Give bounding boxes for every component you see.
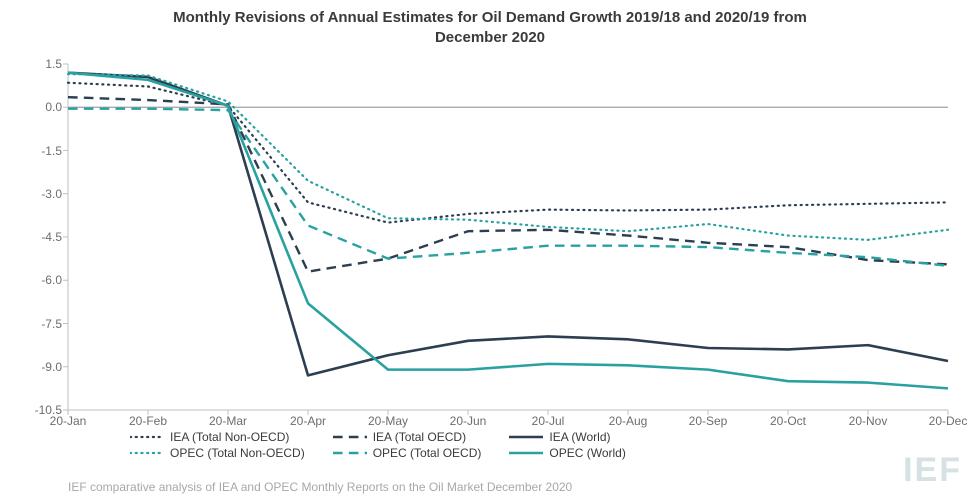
y-tick-label: 1.5 <box>45 57 68 71</box>
legend-label: IEA (World) <box>549 430 610 444</box>
y-tick-label: -6.0 <box>41 273 68 287</box>
legend-item-iea_oecd: IEA (Total OECD) <box>333 430 482 444</box>
legend-label: IEA (Total OECD) <box>373 430 466 444</box>
legend-swatch-icon <box>509 430 543 444</box>
legend-item-opec_world: OPEC (World) <box>509 446 625 460</box>
y-tick-label: -9.0 <box>41 360 68 374</box>
legend-label: OPEC (Total Non-OECD) <box>170 446 305 460</box>
legend-swatch-icon <box>130 446 164 460</box>
ief-logo: IEF <box>903 451 962 490</box>
legend-swatch-icon <box>333 430 367 444</box>
legend-item-opec_oecd: OPEC (Total OECD) <box>333 446 482 460</box>
x-tick-label: 20-Mar <box>209 410 247 428</box>
legend-item-iea_non_oecd: IEA (Total Non-OECD) <box>130 430 305 444</box>
y-tick-label: 0.0 <box>45 100 68 114</box>
y-tick-label: -4.5 <box>41 230 68 244</box>
legend-item-opec_non_oecd: OPEC (Total Non-OECD) <box>130 446 305 460</box>
x-tick-label: 20-Feb <box>129 410 167 428</box>
x-tick-label: 20-May <box>368 410 408 428</box>
legend-swatch-icon <box>333 446 367 460</box>
x-tick-label: 20-Jun <box>450 410 487 428</box>
source-caption: IEF comparative analysis of IEA and OPEC… <box>68 480 572 494</box>
y-tick-label: -1.5 <box>41 144 68 158</box>
x-tick-label: 20-Nov <box>849 410 888 428</box>
legend-swatch-icon <box>130 430 164 444</box>
legend: IEA (Total Non-OECD) IEA (Total OECD) IEA … <box>130 430 626 460</box>
y-tick-label: -7.5 <box>41 317 68 331</box>
legend-label: OPEC (Total OECD) <box>373 446 482 460</box>
x-tick-label: 20-Jan <box>50 410 87 428</box>
legend-swatch-icon <box>509 446 543 460</box>
x-tick-label: 20-Jul <box>532 410 565 428</box>
x-tick-label: 20-Oct <box>770 410 806 428</box>
x-tick-label: 20-Dec <box>929 410 968 428</box>
y-tick-label: -3.0 <box>41 187 68 201</box>
plot-svg <box>68 64 948 410</box>
chart-title: Monthly Revisions of Annual Estimates fo… <box>0 8 980 47</box>
chart-root: Monthly Revisions of Annual Estimates fo… <box>0 0 980 504</box>
x-tick-label: 20-Aug <box>609 410 648 428</box>
series-opec_oecd <box>68 109 948 266</box>
series-iea_oecd <box>68 97 948 271</box>
x-tick-label: 20-Apr <box>290 410 326 428</box>
legend-item-iea_world: IEA (World) <box>509 430 625 444</box>
series-opec_world <box>68 73 948 389</box>
series-iea_world <box>68 73 948 376</box>
legend-label: OPEC (World) <box>549 446 625 460</box>
x-tick-label: 20-Sep <box>689 410 728 428</box>
plot-area: 1.50.0-1.5-3.0-4.5-6.0-7.5-9.0-10.520-Ja… <box>68 64 948 410</box>
legend-label: IEA (Total Non-OECD) <box>170 430 289 444</box>
